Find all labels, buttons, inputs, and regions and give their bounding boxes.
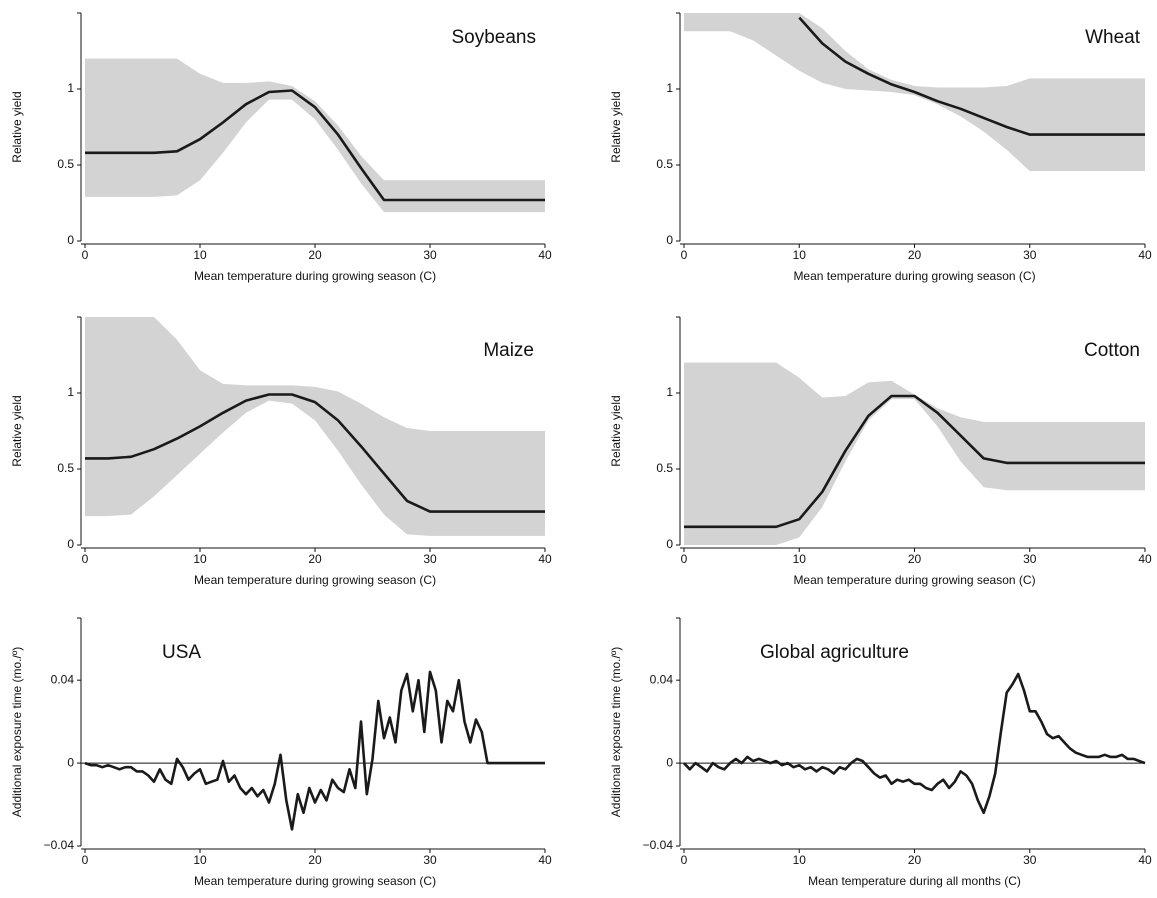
data-line [683, 672, 1146, 815]
y-tick-label: 0.04 [650, 672, 674, 686]
x-tick-label: 30 [1023, 853, 1037, 867]
x-tick-label: 40 [538, 853, 552, 867]
y-tick-label: 0 [666, 537, 673, 551]
x-axis-label: Mean temperature during growing season (… [194, 874, 436, 888]
y-tick-label: 1 [666, 81, 673, 95]
y-axis-label: Additional exposure time (mo./º) [10, 647, 24, 817]
panel-title: Soybeans [451, 27, 536, 48]
panel-title: Cotton [1084, 340, 1140, 361]
x-tick-label: 20 [908, 552, 922, 566]
data-line [85, 393, 545, 513]
panel-title: USA [162, 642, 201, 663]
x-axis-label: Mean temperature during growing season (… [194, 573, 436, 587]
uncertainty-band [684, 362, 1145, 545]
panel-title: Wheat [1085, 27, 1141, 48]
y-tick-label: 0 [67, 537, 74, 551]
y-tick-label: 1 [67, 385, 74, 399]
y-tick-label: −0.04 [643, 838, 674, 852]
x-axis-label: Mean temperature during growing season (… [793, 269, 1035, 283]
x-tick-label: 10 [793, 853, 807, 867]
panel: −0.04 0 0.04 0 10 20 30 40 Mean temperature duri… [609, 617, 1152, 888]
x-tick-label: 0 [681, 853, 688, 867]
y-tick-label: 0 [666, 755, 673, 769]
y-axis-label: Additional exposure time (mo./º) [609, 647, 623, 817]
x-tick-label: 20 [308, 552, 322, 566]
y-tick-label: 0.5 [656, 461, 673, 475]
x-axis-label: Mean temperature during all months (C) [808, 874, 1021, 888]
y-axis-label: Relative yield [10, 91, 24, 162]
x-tick-label: 30 [423, 853, 437, 867]
panel-title: Maize [483, 340, 534, 361]
y-tick-label: 1 [666, 385, 673, 399]
x-tick-label: 0 [681, 552, 688, 566]
x-axis-label: Mean temperature during growing season (… [793, 573, 1035, 587]
x-tick-label: 40 [1138, 552, 1152, 566]
x-tick-label: 40 [1138, 248, 1152, 262]
x-tick-label: 10 [193, 552, 207, 566]
y-tick-label: 0.5 [57, 461, 74, 475]
x-tick-label: 10 [793, 552, 807, 566]
y-tick-label: 0 [67, 233, 74, 247]
panel: −0.04 0 0.04 0 10 20 30 40 Mean temperature duri… [10, 617, 552, 888]
uncertainty-band [85, 58, 545, 213]
x-tick-label: 10 [793, 248, 807, 262]
y-tick-label: 1 [67, 81, 74, 95]
y-tick-label: 0.5 [656, 157, 673, 171]
x-tick-label: 0 [681, 248, 688, 262]
x-tick-label: 20 [308, 853, 322, 867]
x-tick-label: 30 [1023, 552, 1037, 566]
data-line [84, 670, 545, 831]
x-tick-label: 30 [423, 552, 437, 566]
data-line [684, 394, 1145, 529]
x-tick-label: 30 [1023, 248, 1037, 262]
y-tick-label: 0.5 [57, 157, 74, 171]
y-axis-label: Relative yield [609, 91, 623, 162]
x-tick-label: 0 [82, 552, 89, 566]
x-tick-label: 20 [908, 248, 922, 262]
x-tick-label: 0 [82, 248, 89, 262]
x-tick-label: 20 [308, 248, 322, 262]
x-tick-label: 40 [538, 552, 552, 566]
y-axis-label: Relative yield [10, 395, 24, 466]
panel-title: Global agriculture [760, 642, 909, 663]
y-tick-label: 0 [67, 755, 74, 769]
x-tick-label: 20 [908, 853, 922, 867]
x-tick-label: 40 [538, 248, 552, 262]
y-tick-label: −0.04 [44, 838, 75, 852]
uncertainty-band [85, 317, 545, 536]
data-line [85, 89, 545, 202]
x-tick-label: 0 [82, 853, 89, 867]
x-tick-label: 10 [193, 853, 207, 867]
y-axis-label: Relative yield [609, 395, 623, 466]
x-tick-label: 30 [423, 248, 437, 262]
y-tick-label: 0 [666, 233, 673, 247]
y-tick-label: 0.04 [51, 672, 75, 686]
x-tick-label: 10 [193, 248, 207, 262]
x-axis-label: Mean temperature during growing season (… [194, 269, 436, 283]
x-tick-label: 40 [1138, 853, 1152, 867]
data-line [798, 16, 1145, 136]
